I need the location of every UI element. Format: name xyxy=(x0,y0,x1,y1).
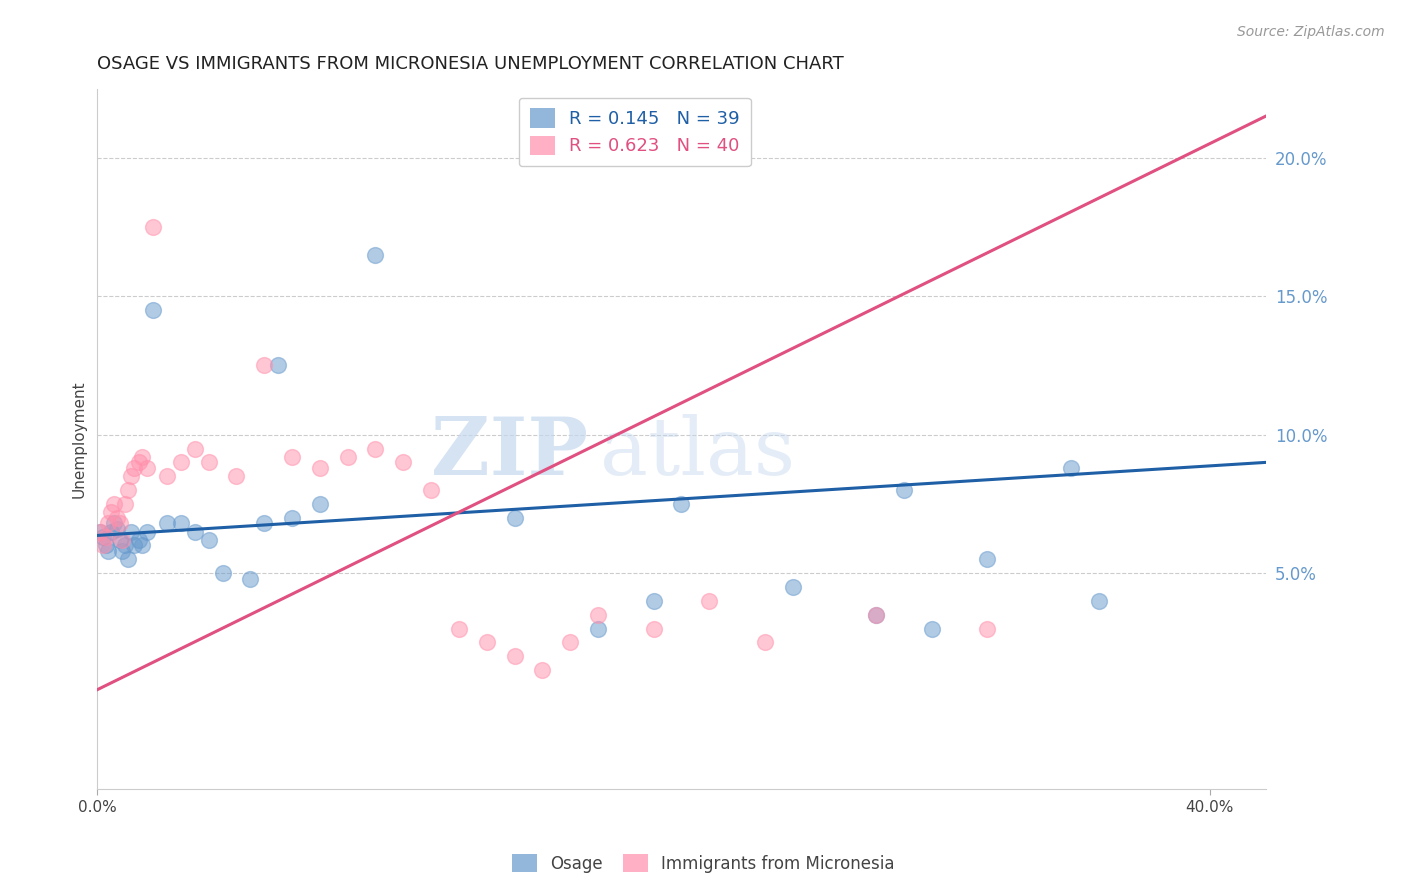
Point xyxy=(122,539,145,553)
Point xyxy=(239,572,262,586)
Point xyxy=(308,461,330,475)
Point xyxy=(170,455,193,469)
Point xyxy=(267,359,290,373)
Legend: R = 0.145   N = 39, R = 0.623   N = 40: R = 0.145 N = 39, R = 0.623 N = 40 xyxy=(519,97,751,166)
Point xyxy=(364,442,387,456)
Point xyxy=(131,539,153,553)
Point xyxy=(308,497,330,511)
Point xyxy=(560,635,582,649)
Point xyxy=(142,220,165,235)
Text: Source: ZipAtlas.com: Source: ZipAtlas.com xyxy=(1237,25,1385,39)
Point xyxy=(128,455,150,469)
Point xyxy=(643,594,665,608)
Point xyxy=(108,533,131,547)
Point xyxy=(211,566,233,581)
Point xyxy=(921,622,943,636)
Point xyxy=(131,450,153,464)
Point xyxy=(865,607,887,622)
Point xyxy=(586,607,609,622)
Y-axis label: Unemployment: Unemployment xyxy=(72,380,86,498)
Point xyxy=(671,497,693,511)
Point xyxy=(1087,594,1109,608)
Point xyxy=(136,524,159,539)
Point xyxy=(586,622,609,636)
Point xyxy=(128,533,150,547)
Point xyxy=(531,663,554,677)
Point xyxy=(105,510,128,524)
Point xyxy=(89,524,111,539)
Text: OSAGE VS IMMIGRANTS FROM MICRONESIA UNEMPLOYMENT CORRELATION CHART: OSAGE VS IMMIGRANTS FROM MICRONESIA UNEM… xyxy=(97,55,844,73)
Point xyxy=(893,483,915,497)
Point xyxy=(105,522,128,536)
Point xyxy=(197,533,219,547)
Point xyxy=(100,505,122,519)
Point xyxy=(156,469,179,483)
Point xyxy=(136,461,159,475)
Point xyxy=(183,442,205,456)
Point xyxy=(120,524,142,539)
Point xyxy=(197,455,219,469)
Point xyxy=(142,303,165,318)
Point xyxy=(1060,461,1083,475)
Point xyxy=(114,497,136,511)
Point xyxy=(108,516,131,531)
Point xyxy=(281,510,304,524)
Point xyxy=(976,622,998,636)
Point xyxy=(91,530,114,544)
Point xyxy=(281,450,304,464)
Point xyxy=(782,580,804,594)
Point xyxy=(91,539,114,553)
Point xyxy=(103,516,125,531)
Text: ZIP: ZIP xyxy=(432,414,588,491)
Point xyxy=(976,552,998,566)
Point xyxy=(253,359,276,373)
Point xyxy=(643,622,665,636)
Point xyxy=(117,483,139,497)
Point xyxy=(111,533,134,547)
Point xyxy=(97,516,120,531)
Point xyxy=(97,544,120,558)
Point xyxy=(117,552,139,566)
Point xyxy=(336,450,359,464)
Point xyxy=(420,483,443,497)
Legend: Osage, Immigrants from Micronesia: Osage, Immigrants from Micronesia xyxy=(505,847,901,880)
Point xyxy=(475,635,498,649)
Text: atlas: atlas xyxy=(599,414,794,491)
Point xyxy=(865,607,887,622)
Point xyxy=(94,539,117,553)
Point xyxy=(114,539,136,553)
Point xyxy=(100,524,122,539)
Point xyxy=(253,516,276,531)
Point xyxy=(94,530,117,544)
Point xyxy=(120,469,142,483)
Point xyxy=(103,497,125,511)
Point xyxy=(111,544,134,558)
Point xyxy=(156,516,179,531)
Point xyxy=(503,510,526,524)
Point xyxy=(89,524,111,539)
Point xyxy=(392,455,415,469)
Point xyxy=(697,594,720,608)
Point xyxy=(447,622,470,636)
Point xyxy=(122,461,145,475)
Point xyxy=(754,635,776,649)
Point xyxy=(183,524,205,539)
Point xyxy=(364,248,387,262)
Point xyxy=(225,469,247,483)
Point xyxy=(170,516,193,531)
Point xyxy=(503,649,526,664)
